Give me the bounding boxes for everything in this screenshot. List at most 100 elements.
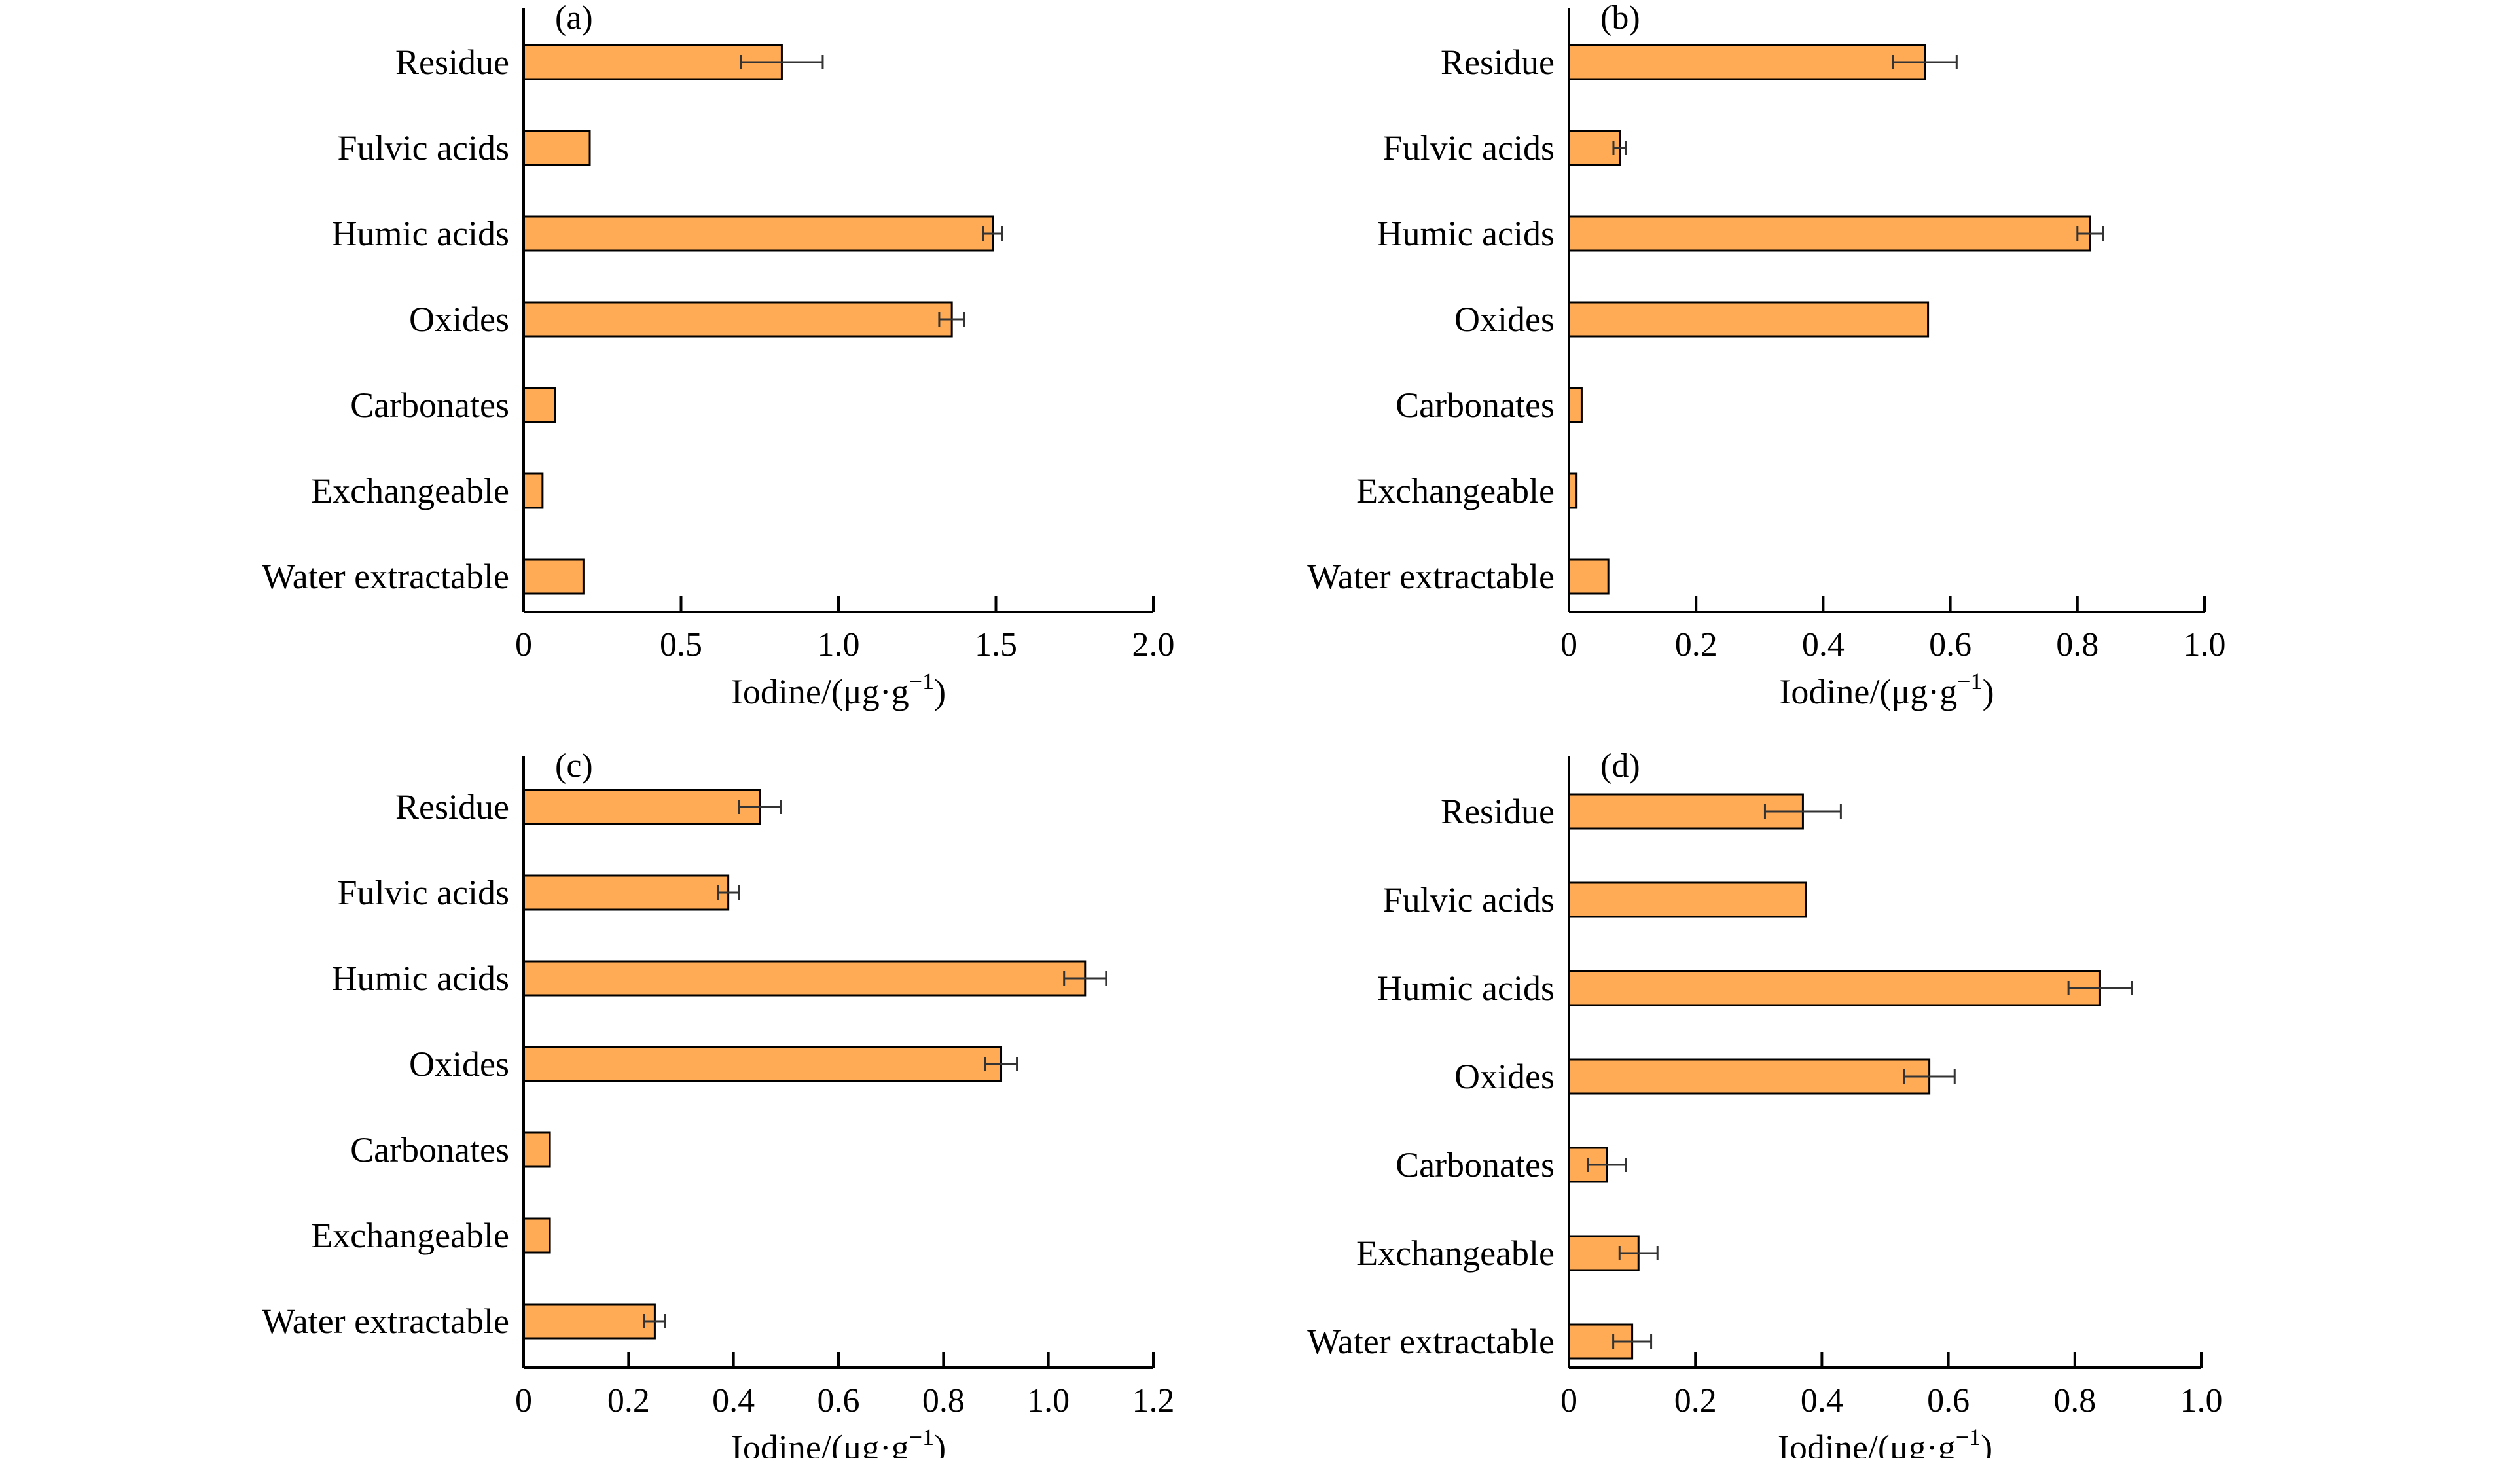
category-label: Exchangeable bbox=[311, 1216, 509, 1255]
error-bar bbox=[643, 1314, 666, 1328]
panel-label: (a) bbox=[555, 0, 593, 37]
bar-oxides bbox=[1568, 301, 1930, 338]
category-label: Residue bbox=[1441, 43, 1555, 82]
category-label: Residue bbox=[1441, 792, 1555, 831]
x-tick-label: 2.0 bbox=[1132, 626, 1175, 664]
bar-water-extractable bbox=[1568, 558, 1610, 595]
bar-fulvic-acids bbox=[522, 874, 730, 911]
x-axis-title: Iodine/(μg·g−1) bbox=[731, 1424, 946, 1458]
error-bar bbox=[1612, 1334, 1653, 1349]
category-label: Carbonates bbox=[1395, 1145, 1555, 1184]
panel-a: (a) Residue Fulvic acids Humic acids Oxides C… bbox=[262, 0, 1174, 711]
panel-label: (c) bbox=[555, 747, 593, 785]
x-tick-label: 0 bbox=[1560, 1382, 1577, 1419]
bar-humic-acids bbox=[1568, 970, 2101, 1006]
bar-humic-acids bbox=[522, 215, 994, 252]
error-bar bbox=[1903, 1069, 1956, 1084]
x-tick-label: 1.0 bbox=[818, 626, 860, 664]
x-axis-title: Iodine/(μg·g−1) bbox=[1778, 1424, 1992, 1458]
error-bar bbox=[1763, 804, 1842, 819]
x-tick-label: 1.2 bbox=[1132, 1382, 1175, 1419]
x-tick-label: 0.8 bbox=[922, 1382, 965, 1419]
bar-residue bbox=[522, 789, 761, 825]
x-tick-label: 0.2 bbox=[1675, 626, 1718, 664]
error-bar bbox=[982, 226, 1003, 241]
bar-water-extractable bbox=[522, 558, 585, 595]
panel-b: (b) Residue Fulvic acids Humic acids Oxides C… bbox=[1307, 0, 2225, 711]
category-label: Residue bbox=[395, 787, 509, 827]
category-label: Oxides bbox=[1454, 300, 1555, 339]
bar-oxides bbox=[522, 1046, 1003, 1082]
bar-residue bbox=[1568, 44, 1926, 80]
category-label: Carbonates bbox=[350, 1130, 509, 1169]
error-bar bbox=[938, 312, 965, 327]
category-label: Fulvic acids bbox=[1383, 880, 1555, 919]
x-tick-label: 0 bbox=[1560, 626, 1577, 664]
bar-humic-acids bbox=[522, 960, 1087, 997]
error-bar bbox=[1612, 141, 1627, 155]
error-bar bbox=[717, 885, 740, 900]
bar-carbonates bbox=[522, 387, 556, 423]
bar-residue bbox=[1568, 793, 1804, 830]
x-tick-label: 1.0 bbox=[2180, 1382, 2223, 1419]
panel-c: (c) Residue Fulvic acids Humic acids Oxides C… bbox=[262, 747, 1174, 1458]
bar-carbonates bbox=[1568, 387, 1583, 423]
bar-fulvic-acids bbox=[522, 130, 591, 166]
bar-carbonates bbox=[522, 1131, 551, 1168]
category-label: Humic acids bbox=[332, 959, 509, 998]
x-tick-label: 0.4 bbox=[1802, 626, 1845, 664]
error-bar bbox=[1618, 1246, 1659, 1260]
x-tick-label: 1.0 bbox=[2184, 626, 2226, 664]
bar-fulvic-acids bbox=[1568, 881, 1807, 918]
x-tick-label: 0.8 bbox=[2056, 626, 2098, 664]
x-tick-label: 0.8 bbox=[2053, 1382, 2096, 1419]
error-bar bbox=[740, 55, 824, 69]
x-tick-label: 1.5 bbox=[975, 626, 1017, 664]
panel-label: (d) bbox=[1600, 747, 1640, 785]
x-tick-label: 0.6 bbox=[1929, 626, 1971, 664]
category-label: Fulvic acids bbox=[338, 873, 509, 912]
category-label: Water extractable bbox=[262, 557, 509, 596]
bar-exchangeable bbox=[522, 472, 544, 509]
category-label: Humic acids bbox=[1377, 214, 1555, 253]
category-label: Water extractable bbox=[1307, 1322, 1555, 1361]
bar-water-extractable bbox=[522, 1303, 656, 1340]
x-tick-label: 0 bbox=[515, 626, 532, 664]
x-tick-label: 0.6 bbox=[1927, 1382, 1970, 1419]
category-label: Residue bbox=[395, 43, 509, 82]
x-axis-title: Iodine/(μg·g−1) bbox=[1779, 668, 1994, 711]
error-bar bbox=[1063, 971, 1107, 986]
x-axis-title: Iodine/(μg·g−1) bbox=[731, 668, 946, 711]
bar-exchangeable bbox=[522, 1217, 551, 1254]
category-label: Oxides bbox=[409, 1044, 509, 1084]
x-tick-label: 0.2 bbox=[607, 1382, 650, 1419]
category-label: Exchangeable bbox=[1356, 1234, 1555, 1273]
error-bar bbox=[1587, 1158, 1627, 1172]
x-tick-label: 0.4 bbox=[1801, 1382, 1843, 1419]
category-label: Fulvic acids bbox=[338, 128, 509, 168]
panel-d: (d) Residue Fulvic acids Humic acids Oxides C… bbox=[1307, 747, 2222, 1458]
category-label: Humic acids bbox=[332, 214, 509, 253]
bar-oxides bbox=[522, 301, 953, 338]
error-bar bbox=[984, 1057, 1018, 1071]
bar-humic-acids bbox=[1568, 215, 2091, 252]
category-label: Carbonates bbox=[350, 385, 509, 425]
category-label: Exchangeable bbox=[311, 471, 509, 510]
x-tick-label: 0.4 bbox=[712, 1382, 755, 1419]
category-label: Oxides bbox=[1454, 1057, 1555, 1096]
category-label: Water extractable bbox=[1307, 557, 1555, 596]
panel-label: (b) bbox=[1600, 0, 1640, 37]
bar-fulvic-acids bbox=[1568, 130, 1621, 166]
error-bar bbox=[1892, 55, 1958, 69]
category-label: Carbonates bbox=[1395, 385, 1555, 425]
x-tick-label: 0.2 bbox=[1674, 1382, 1717, 1419]
error-bar bbox=[2076, 226, 2104, 241]
x-tick-label: 0.5 bbox=[660, 626, 702, 664]
error-bar bbox=[738, 800, 782, 814]
category-label: Exchangeable bbox=[1356, 471, 1555, 510]
x-tick-label: 1.0 bbox=[1027, 1382, 1070, 1419]
category-label: Oxides bbox=[409, 300, 509, 339]
error-bar bbox=[2067, 981, 2133, 995]
bar-oxides bbox=[1568, 1058, 1931, 1095]
